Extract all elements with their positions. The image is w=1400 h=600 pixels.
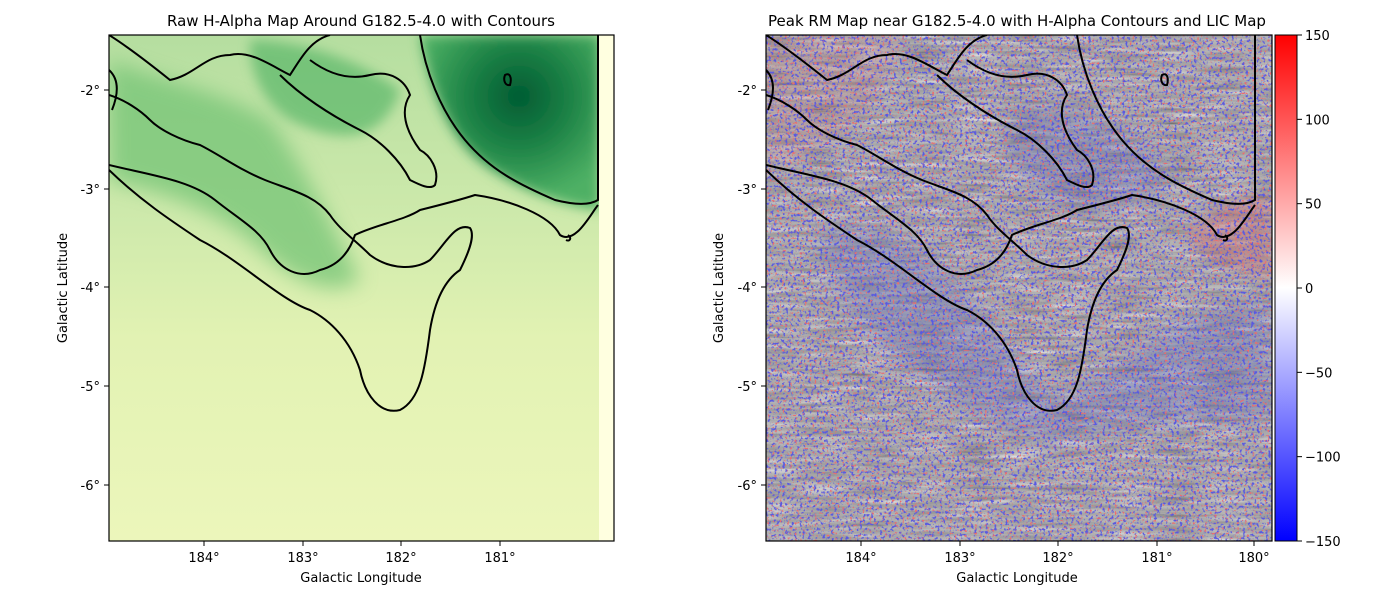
y-ticks: -2° -3° -4° -5° -6° bbox=[81, 84, 109, 494]
x-tick-label: 183° bbox=[287, 551, 318, 566]
y-tick-label: -4° bbox=[738, 281, 757, 296]
x-tick-label: 184° bbox=[188, 551, 219, 566]
halpha-contours bbox=[109, 35, 599, 412]
colorbar-gradient bbox=[1274, 34, 1298, 542]
x-tick-label: 184° bbox=[845, 551, 876, 566]
y-tick-label: -4° bbox=[81, 281, 100, 296]
y-tick-label: -2° bbox=[738, 84, 757, 99]
y-tick-label: -5° bbox=[738, 380, 757, 395]
y-tick-label: -3° bbox=[81, 183, 100, 198]
halpha-contours bbox=[766, 35, 1256, 412]
x-tick-label: 182° bbox=[385, 551, 416, 566]
colorbar-tick-label: −150 bbox=[1305, 535, 1341, 550]
colorbar-tick-label: 100 bbox=[1305, 113, 1330, 128]
chart-title: Peak RM Map near G182.5-4.0 with H-Alpha… bbox=[768, 12, 1266, 30]
colorbar-tick-label: −50 bbox=[1305, 366, 1332, 381]
y-tick-label: -5° bbox=[81, 380, 100, 395]
x-axis-label: Galactic Longitude bbox=[300, 571, 421, 586]
colorbar-tick-label: 0 bbox=[1305, 282, 1313, 297]
colorbar-tick-label: 150 bbox=[1305, 29, 1330, 44]
x-tick-label: 181° bbox=[484, 551, 515, 566]
axes-frame bbox=[765, 34, 1273, 542]
x-tick-label: 182° bbox=[1042, 551, 1073, 566]
y-axis-label: Galactic Latitude bbox=[56, 233, 71, 343]
y-tick-label: -2° bbox=[81, 84, 100, 99]
axes-frame bbox=[108, 34, 615, 542]
y-axis-label: Galactic Latitude bbox=[712, 233, 727, 343]
colorbar-tick-label: 50 bbox=[1305, 198, 1322, 213]
y-tick-label: -3° bbox=[738, 183, 757, 198]
x-tick-label: 181° bbox=[1141, 551, 1172, 566]
panel-right: Peak RM Map near G182.5-4.0 with H-Alpha… bbox=[712, 12, 1341, 586]
colorbar-tick-label: −100 bbox=[1305, 451, 1341, 466]
colorbar: 150 100 50 0 −50 −100 −150 bbox=[1274, 29, 1341, 550]
x-ticks: 184° 183° 182° 181° 180° bbox=[845, 541, 1270, 566]
y-ticks: -2° -3° -4° -5° -6° bbox=[738, 84, 766, 494]
x-tick-label: 183° bbox=[944, 551, 975, 566]
y-tick-label: -6° bbox=[738, 479, 757, 494]
halpha-map bbox=[109, 35, 614, 541]
x-axis-label: Galactic Longitude bbox=[956, 571, 1077, 586]
y-tick-label: -6° bbox=[81, 479, 100, 494]
chart-title: Raw H-Alpha Map Around G182.5-4.0 with C… bbox=[167, 12, 555, 30]
x-tick-label: 180° bbox=[1238, 551, 1269, 566]
rm-lic-map bbox=[766, 35, 1272, 541]
colorbar-ticks: 150 100 50 0 −50 −100 −150 bbox=[1297, 29, 1341, 550]
panel-left: Raw H-Alpha Map Around G182.5-4.0 with C… bbox=[56, 12, 615, 586]
x-ticks: 184° 183° 182° 181° bbox=[188, 541, 516, 566]
